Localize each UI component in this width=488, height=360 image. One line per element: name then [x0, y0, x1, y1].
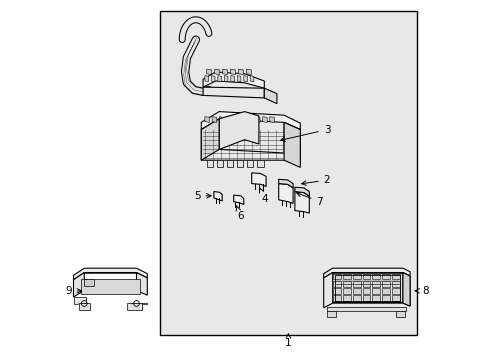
FancyBboxPatch shape	[352, 281, 360, 287]
FancyBboxPatch shape	[333, 274, 341, 279]
Polygon shape	[326, 307, 406, 311]
Text: 3: 3	[280, 125, 330, 141]
Polygon shape	[73, 268, 147, 280]
Polygon shape	[250, 76, 253, 82]
Polygon shape	[247, 117, 252, 122]
Polygon shape	[206, 160, 213, 167]
FancyBboxPatch shape	[381, 288, 389, 294]
FancyBboxPatch shape	[381, 281, 389, 287]
Polygon shape	[237, 76, 241, 82]
Polygon shape	[323, 268, 409, 278]
Polygon shape	[246, 160, 253, 167]
FancyBboxPatch shape	[391, 274, 399, 279]
Polygon shape	[230, 76, 234, 82]
Text: 1: 1	[285, 334, 291, 348]
Polygon shape	[278, 184, 292, 203]
Polygon shape	[323, 273, 409, 308]
Polygon shape	[214, 69, 219, 75]
Polygon shape	[278, 179, 292, 188]
Polygon shape	[81, 279, 140, 294]
Polygon shape	[244, 76, 247, 82]
Bar	[326, 311, 336, 317]
FancyBboxPatch shape	[371, 288, 380, 294]
Bar	[335, 275, 399, 301]
Polygon shape	[238, 69, 243, 75]
FancyBboxPatch shape	[343, 295, 350, 301]
Polygon shape	[219, 112, 258, 149]
Text: 8: 8	[414, 286, 428, 296]
Polygon shape	[269, 117, 274, 122]
FancyBboxPatch shape	[333, 295, 341, 301]
Polygon shape	[237, 160, 243, 167]
Polygon shape	[73, 297, 86, 304]
Polygon shape	[211, 76, 215, 82]
Polygon shape	[131, 303, 147, 304]
FancyBboxPatch shape	[371, 295, 380, 301]
FancyBboxPatch shape	[352, 274, 360, 279]
Polygon shape	[233, 195, 244, 204]
Polygon shape	[402, 273, 409, 306]
Bar	[84, 279, 94, 286]
Polygon shape	[213, 192, 222, 201]
Polygon shape	[226, 160, 233, 167]
Polygon shape	[251, 173, 265, 186]
Polygon shape	[230, 69, 235, 75]
Polygon shape	[212, 117, 216, 122]
Polygon shape	[218, 76, 221, 82]
Polygon shape	[204, 76, 208, 82]
Polygon shape	[262, 117, 266, 122]
Polygon shape	[206, 69, 211, 75]
FancyBboxPatch shape	[333, 281, 341, 287]
FancyBboxPatch shape	[391, 295, 399, 301]
Polygon shape	[127, 303, 142, 310]
Bar	[395, 311, 404, 317]
Text: 4: 4	[259, 188, 267, 204]
FancyBboxPatch shape	[381, 295, 389, 301]
Polygon shape	[216, 160, 223, 167]
Polygon shape	[241, 117, 245, 122]
Polygon shape	[264, 88, 276, 104]
Polygon shape	[222, 69, 227, 75]
Polygon shape	[226, 117, 231, 122]
FancyBboxPatch shape	[362, 281, 370, 287]
FancyBboxPatch shape	[352, 295, 360, 301]
Polygon shape	[294, 187, 309, 196]
Polygon shape	[203, 72, 264, 88]
FancyBboxPatch shape	[362, 295, 370, 301]
FancyBboxPatch shape	[352, 288, 360, 294]
FancyBboxPatch shape	[371, 281, 380, 287]
Polygon shape	[224, 76, 227, 82]
Polygon shape	[204, 117, 209, 122]
FancyBboxPatch shape	[391, 288, 399, 294]
Text: 2: 2	[301, 175, 330, 185]
FancyBboxPatch shape	[362, 288, 370, 294]
Polygon shape	[246, 69, 251, 75]
FancyBboxPatch shape	[343, 274, 350, 279]
Text: 6: 6	[236, 206, 243, 221]
Polygon shape	[201, 112, 300, 130]
Bar	[160, 11, 416, 335]
FancyBboxPatch shape	[391, 281, 399, 287]
Polygon shape	[284, 122, 300, 167]
Polygon shape	[203, 87, 264, 98]
FancyBboxPatch shape	[381, 274, 389, 279]
FancyBboxPatch shape	[343, 288, 350, 294]
Polygon shape	[201, 119, 300, 160]
Polygon shape	[201, 119, 219, 160]
Polygon shape	[219, 117, 224, 122]
Polygon shape	[255, 117, 260, 122]
Polygon shape	[73, 273, 147, 297]
Polygon shape	[257, 160, 263, 167]
Text: 7: 7	[296, 192, 323, 207]
Text: 9: 9	[65, 286, 81, 296]
Polygon shape	[79, 303, 89, 310]
Polygon shape	[294, 192, 309, 213]
FancyBboxPatch shape	[362, 274, 370, 279]
FancyBboxPatch shape	[343, 281, 350, 287]
FancyBboxPatch shape	[371, 274, 380, 279]
Polygon shape	[233, 117, 238, 122]
FancyBboxPatch shape	[333, 288, 341, 294]
Text: 5: 5	[194, 191, 211, 201]
